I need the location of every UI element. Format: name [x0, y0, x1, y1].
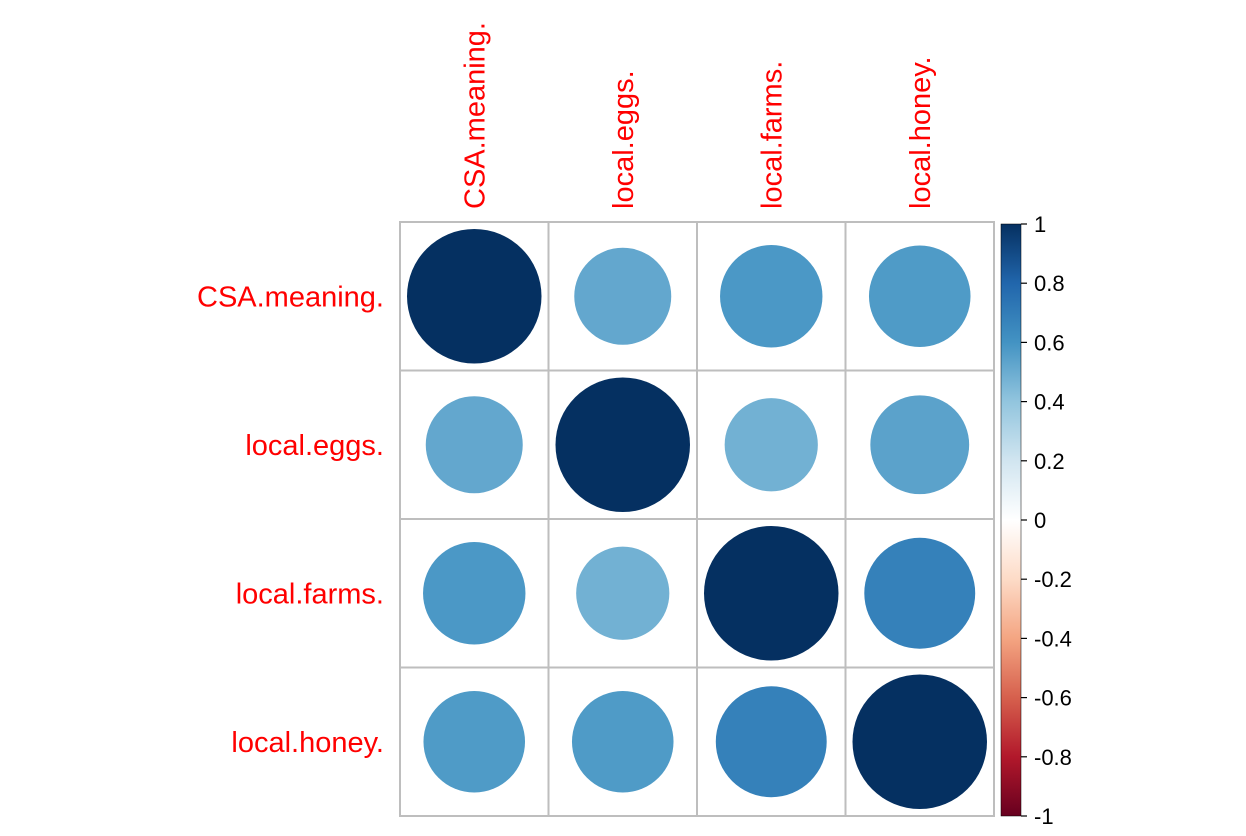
colorbar-tick-label: -0.2	[1034, 567, 1072, 592]
colorbar-gradient	[1000, 223, 1022, 817]
correlation-circle-2-1	[576, 546, 670, 640]
correlation-circle-1-0	[425, 396, 523, 494]
colorbar-tick-label: 0.2	[1034, 449, 1065, 474]
colorbar-tick-label: 0.6	[1034, 330, 1065, 355]
colorbar-tick-label: -0.8	[1034, 745, 1072, 770]
row-label: local.eggs.	[245, 430, 384, 462]
grid	[399, 221, 995, 817]
row-label: local.honey.	[231, 727, 384, 759]
correlation-circle-0-2	[720, 245, 823, 348]
colorbar-tick-label: 0	[1034, 508, 1046, 533]
correlation-circle-2-0	[423, 542, 526, 645]
row-label: local.farms.	[236, 578, 384, 610]
row-label: CSA.meaning.	[197, 281, 384, 313]
correlation-circle-2-2	[704, 526, 839, 661]
correlation-circle-1-3	[870, 395, 970, 495]
colorbar-tick-label: -0.4	[1034, 626, 1072, 651]
correlation-circle-1-2	[724, 398, 818, 492]
grid-cell	[844, 666, 995, 817]
column-label: local.eggs.	[608, 70, 640, 209]
correlation-circle-3-0	[423, 690, 526, 793]
correlation-circle-0-1	[574, 247, 672, 345]
column-labels: CSA.meaning. local.eggs. local.farms. local…	[459, 22, 937, 209]
correlation-circle-1-1	[555, 377, 690, 512]
column-label: local.farms.	[756, 61, 788, 209]
colorbar-tick-label: 0.4	[1034, 390, 1065, 415]
correlation-circle-3-3	[852, 674, 987, 809]
column-label: local.honey.	[905, 56, 937, 209]
colorbar-tick-label: -1	[1034, 804, 1054, 829]
colorbar-tick-label: 0.8	[1034, 271, 1065, 296]
colorbar: 1 0.8 0.6 0.4 0.2 0 -0.2 -0.4 -0.6 -0.8 -1	[1000, 212, 1072, 829]
correlation-circle-3-2	[715, 686, 827, 798]
column-label: CSA.meaning.	[459, 22, 491, 209]
correlation-circle-2-3	[864, 537, 976, 649]
correlation-circle-0-0	[407, 229, 542, 364]
correlation-circles	[407, 229, 987, 809]
row-labels: CSA.meaning. local.eggs. local.farms. local…	[197, 281, 384, 759]
colorbar-tick-label: 1	[1034, 212, 1046, 237]
correlation-circle-3-1	[571, 690, 674, 793]
colorbar-tick-label: -0.6	[1034, 686, 1072, 711]
correlation-circle-0-3	[868, 245, 971, 348]
